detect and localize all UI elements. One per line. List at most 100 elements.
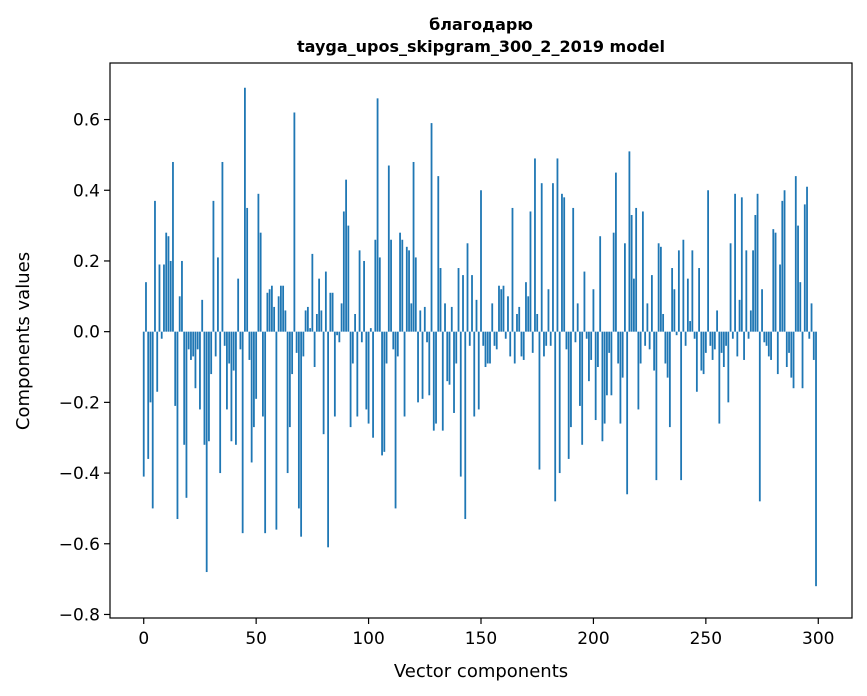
bar-89 (342, 211, 345, 332)
bar-88 (340, 303, 343, 332)
bar-140 (457, 268, 460, 332)
bar-10 (165, 232, 168, 332)
bar-232 (664, 331, 667, 364)
bar-218 (633, 278, 635, 332)
x-axis-label: Vector components (394, 661, 568, 682)
bar-67 (293, 112, 296, 332)
bar-13 (172, 161, 174, 332)
bar-108 (385, 331, 388, 364)
bar-241 (684, 331, 687, 346)
bar-68 (295, 331, 298, 353)
y-axis-label: Components values (13, 252, 34, 430)
bar-57 (270, 285, 273, 332)
bar-74 (309, 328, 312, 332)
bar-60 (277, 296, 280, 332)
bar-211 (617, 331, 620, 364)
bar-294 (803, 204, 806, 332)
bar-229 (657, 243, 660, 332)
bar-255 (716, 310, 718, 332)
bar-6 (156, 331, 159, 392)
bar-77 (315, 313, 318, 332)
bar-207 (608, 331, 611, 353)
bar-126 (426, 331, 428, 343)
bar-20 (187, 331, 190, 350)
bar-275 (761, 289, 763, 332)
bar-71 (302, 331, 305, 357)
bar-225 (648, 331, 651, 350)
bar-98 (363, 260, 365, 332)
bar-298 (812, 331, 815, 360)
bar-163 (509, 331, 512, 357)
bar-76 (313, 331, 316, 368)
bar-297 (810, 303, 813, 332)
bar-178 (543, 331, 545, 357)
bar-48 (250, 331, 253, 463)
bar-16 (178, 296, 181, 332)
bar-143 (464, 331, 467, 520)
bar-256 (718, 331, 721, 424)
bar-169 (522, 331, 525, 360)
bar-265 (738, 299, 741, 332)
bar-179 (545, 331, 548, 346)
x-tick-label: 0 (138, 629, 149, 649)
bar-110 (390, 239, 392, 332)
bar-284 (781, 200, 784, 332)
bar-233 (666, 331, 669, 378)
bar-87 (338, 331, 341, 343)
bar-22 (192, 331, 195, 357)
bar-145 (468, 331, 471, 346)
bar-147 (473, 331, 476, 417)
bar-50 (255, 331, 258, 399)
bar-100 (367, 331, 370, 424)
bar-192 (574, 331, 577, 343)
y-tick-label: −0.4 (59, 464, 100, 484)
bar-251 (707, 190, 709, 332)
bar-15 (176, 331, 179, 520)
y-tick-label: 0.0 (73, 323, 100, 343)
bar-200 (592, 289, 595, 332)
bar-168 (520, 331, 523, 357)
bar-240 (682, 239, 685, 332)
bar-7 (158, 264, 161, 332)
bar-78 (318, 278, 321, 332)
y-tick-label: 0.6 (73, 111, 100, 131)
bar-65 (288, 331, 291, 428)
bar-289 (792, 331, 795, 389)
bar-86 (336, 331, 338, 336)
bar-125 (423, 306, 426, 332)
bar-210 (615, 172, 617, 332)
bar-135 (446, 331, 449, 382)
bar-64 (286, 331, 289, 474)
bar-277 (765, 331, 768, 346)
bar-264 (736, 331, 739, 357)
bar-105 (378, 257, 381, 332)
bar-162 (507, 296, 509, 332)
bar-257 (720, 331, 723, 353)
bar-167 (518, 306, 521, 332)
bar-128 (430, 123, 433, 332)
bar-161 (504, 331, 507, 339)
bar-61 (279, 285, 282, 332)
bar-129 (432, 331, 435, 431)
bar-130 (435, 331, 437, 424)
bar-171 (527, 296, 530, 332)
bar-0 (142, 331, 145, 477)
bar-24 (196, 331, 199, 350)
bar-155 (491, 303, 494, 332)
bar-186 (561, 193, 563, 332)
bar-189 (567, 331, 570, 459)
bar-238 (677, 250, 680, 332)
bar-299 (815, 331, 817, 587)
bar-25 (199, 331, 201, 410)
bar-36 (223, 331, 226, 346)
bar-142 (462, 275, 464, 332)
bar-90 (345, 179, 347, 332)
bar-183 (554, 331, 557, 502)
bar-236 (673, 289, 676, 332)
bar-72 (304, 310, 307, 332)
bar-44 (241, 331, 244, 534)
bar-198 (588, 331, 590, 382)
bar-156 (493, 331, 496, 346)
y-tick-label: −0.6 (59, 535, 100, 555)
